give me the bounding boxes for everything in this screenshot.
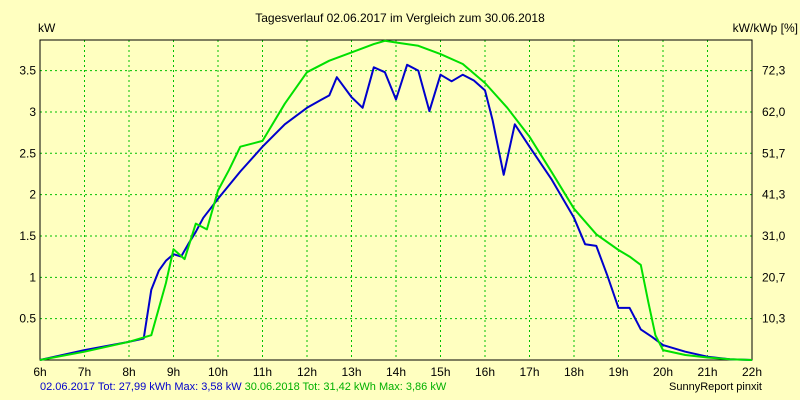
y-axis-ticks-right: 10,3 20,7 31,0 41,3 51,7 62,0 72,3	[762, 64, 786, 326]
chart-canvas: Tagesverlauf 02.06.2017 im Vergleich zum…	[19, 11, 798, 379]
y-tick-label-left: 2	[29, 188, 36, 202]
x-tick-label: 10h	[208, 365, 228, 379]
y-tick-label-right: 41,3	[762, 188, 786, 202]
y-tick-label-right: 20,7	[762, 270, 786, 284]
x-tick-label: 17h	[519, 365, 539, 379]
x-tick-label: 18h	[564, 365, 584, 379]
footer-credit: SunnyReport pinxit	[669, 381, 762, 393]
grid-lines	[40, 40, 752, 360]
x-tick-label: 9h	[167, 365, 180, 379]
chart-title: Tagesverlauf 02.06.2017 im Vergleich zum…	[255, 11, 545, 25]
y-axis-label-left: kW	[38, 21, 56, 35]
y-tick-label-left: 3.5	[19, 64, 36, 78]
x-tick-label: 8h	[122, 365, 135, 379]
y-tick-label-left: 2.5	[19, 146, 36, 160]
y-tick-label-right: 31,0	[762, 229, 786, 243]
y-axis-ticks-left: 0.5 1 1.5 2 2.5 3 3.5	[19, 64, 36, 326]
x-tick-label: 12h	[297, 365, 317, 379]
series-line-02.06.2017	[39, 63, 753, 361]
y-tick-label-right: 10,3	[762, 312, 786, 326]
x-tick-label: 22h	[742, 365, 762, 379]
x-tick-label: 20h	[653, 365, 673, 379]
series-2017-stats: 02.06.2017 Tot: 27,99 kWh Max: 3,58 kW	[40, 381, 242, 393]
y-tick-label-right: 72,3	[762, 64, 786, 78]
plot-frame	[39, 39, 753, 361]
x-tick-label: 16h	[475, 365, 495, 379]
x-tick-label: 11h	[253, 365, 272, 379]
x-tick-label: 15h	[430, 365, 450, 379]
x-tick-label: 14h	[386, 365, 406, 379]
x-tick-label: 6h	[33, 365, 46, 379]
y-tick-label-left: 0.5	[19, 312, 36, 326]
y-tick-label-left: 3	[29, 105, 36, 119]
x-tick-label: 7h	[78, 365, 91, 379]
y-tick-label-left: 1.5	[19, 229, 36, 243]
x-tick-label: 19h	[608, 365, 628, 379]
y-tick-label-left: 1	[29, 270, 36, 284]
y-tick-label-right: 51,7	[762, 146, 786, 160]
x-tick-label: 21h	[697, 365, 717, 379]
series-line-30.06.2018	[39, 39, 753, 361]
x-axis-ticks: 6h 7h 8h 9h 10h 11h 12h 13h 14h 15h 16h 17h 18h 19h 20…	[33, 365, 762, 379]
y-tick-label-right: 62,0	[762, 105, 786, 119]
y-axis-label-right: kW/kWp [%]	[733, 21, 798, 35]
x-tick-label: 13h	[341, 365, 361, 379]
footer-stats: 02.06.2017 Tot: 27,99 kWh Max: 3,58 kW 3…	[40, 381, 446, 393]
series-2018-stats: 30.06.2018 Tot: 31,42 kWh Max: 3,86 kW	[244, 381, 447, 393]
series-lines	[39, 39, 753, 361]
